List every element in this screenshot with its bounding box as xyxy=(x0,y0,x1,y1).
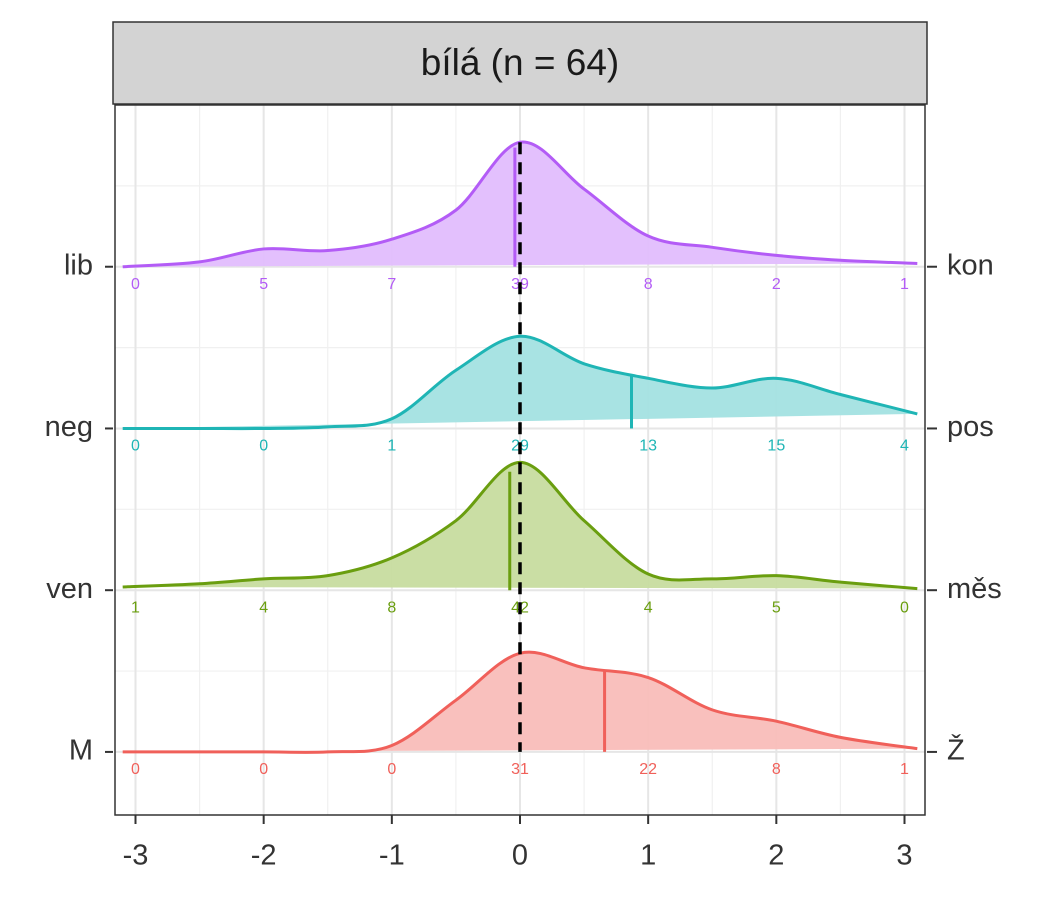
count-label: 1 xyxy=(387,438,396,455)
count-label: 0 xyxy=(259,438,268,455)
count-label: 0 xyxy=(900,599,909,616)
y2-tick-label: Ž xyxy=(947,734,965,767)
count-label: 1 xyxy=(900,276,909,293)
count-label: 8 xyxy=(387,599,396,616)
strip xyxy=(112,21,928,105)
count-label: 7 xyxy=(387,276,396,293)
count-label: 8 xyxy=(772,761,781,778)
y2-tick-label: měs xyxy=(947,573,1002,605)
x-tick-label: 3 xyxy=(896,840,912,872)
y-tick-label: M xyxy=(69,735,93,767)
count-label: 0 xyxy=(387,761,396,778)
count-label: 4 xyxy=(900,438,909,455)
x-tick-label: -3 xyxy=(123,840,149,872)
count-label: 5 xyxy=(772,599,781,616)
count-label: 0 xyxy=(259,761,268,778)
count-label: 2 xyxy=(772,276,781,293)
count-label: 22 xyxy=(639,761,657,778)
count-label: 31 xyxy=(511,761,529,778)
count-label: 1 xyxy=(131,599,140,616)
y2-tick-label: kon xyxy=(947,249,994,281)
count-label: 0 xyxy=(131,276,140,293)
count-label: 5 xyxy=(259,276,268,293)
y2-tick-label: pos xyxy=(947,411,994,443)
count-label: 0 xyxy=(131,761,140,778)
count-label: 4 xyxy=(644,599,653,616)
count-label: 4 xyxy=(259,599,268,616)
count-label: 1 xyxy=(900,761,909,778)
density-line xyxy=(122,334,918,431)
x-tick-label: 1 xyxy=(640,840,656,872)
y-tick-label: neg xyxy=(45,411,93,443)
count-label: 13 xyxy=(639,438,657,455)
x-tick-label: -2 xyxy=(251,840,277,872)
x-tick-label: 2 xyxy=(768,840,784,872)
panel-border xyxy=(114,104,926,816)
y-tick-label: lib xyxy=(64,249,93,281)
x-tick-label: -1 xyxy=(379,840,405,872)
x-tick-label: 0 xyxy=(512,840,528,872)
y-tick-label: ven xyxy=(46,573,93,605)
strip-title: bílá (n = 64) xyxy=(421,42,619,83)
count-label: 0 xyxy=(131,438,140,455)
count-label: 15 xyxy=(767,438,785,455)
count-label: 8 xyxy=(644,276,653,293)
